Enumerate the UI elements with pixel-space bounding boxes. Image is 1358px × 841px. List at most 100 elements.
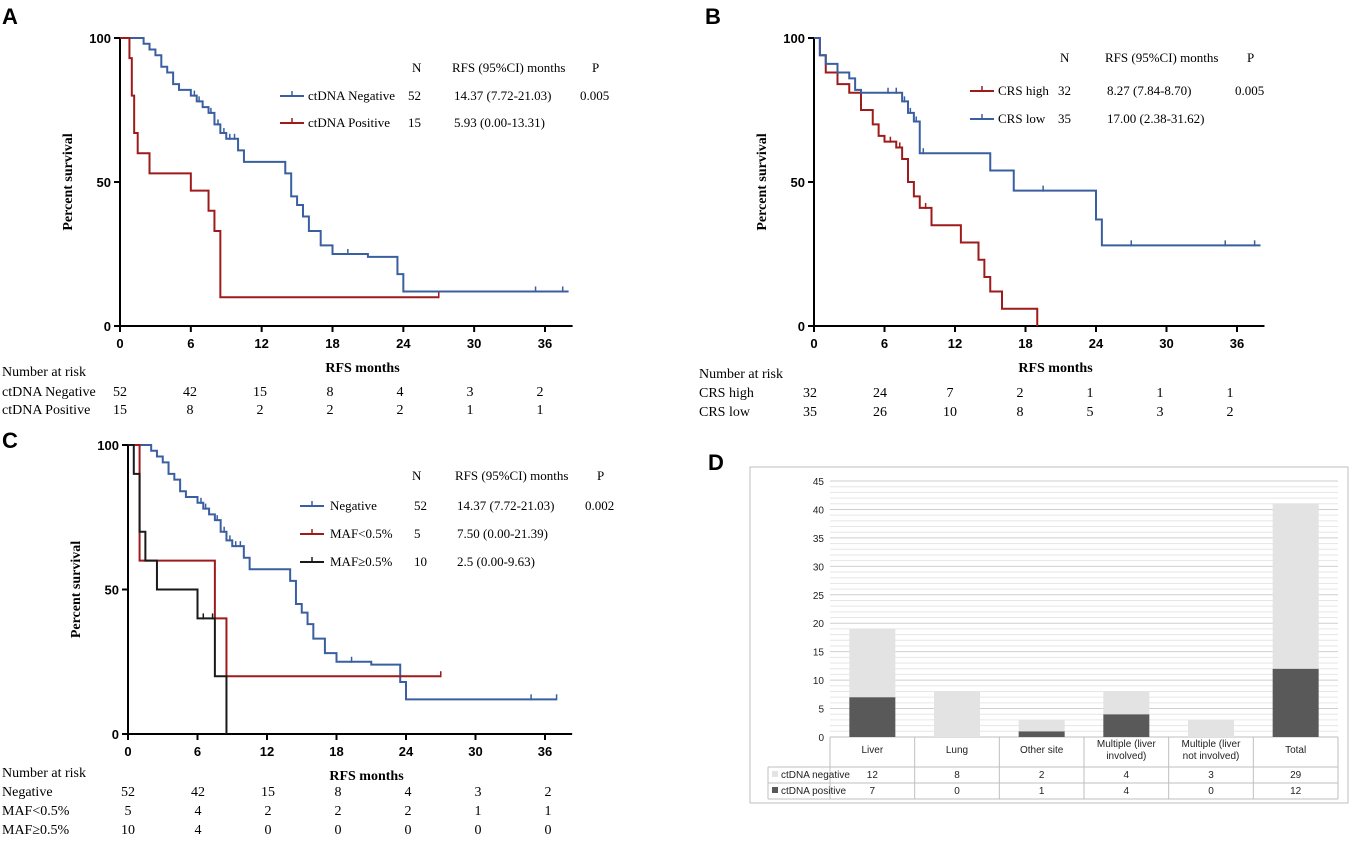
risk-value: 2 xyxy=(537,385,544,400)
legend-n: 52 xyxy=(414,498,427,513)
y-tick-label: 0 xyxy=(798,319,805,334)
legend-header-n: N xyxy=(412,468,422,483)
y-tick-label: 5 xyxy=(818,705,824,716)
category-label: Other site xyxy=(1020,745,1064,756)
risk-value: 0 xyxy=(475,823,482,838)
table-cell: 8 xyxy=(954,770,960,781)
legend-n: 35 xyxy=(1058,111,1071,126)
km-curve-crs-high xyxy=(814,37,1039,326)
risk-value: 26 xyxy=(873,405,887,420)
risk-value: 42 xyxy=(183,385,197,400)
legend-rfs: 2.5 (0.00-9.63) xyxy=(457,554,535,569)
km-curve-crs-low xyxy=(814,37,1261,247)
bar-ctdna-negative-liver xyxy=(849,628,896,698)
risk-value: 0 xyxy=(335,823,342,838)
risk-value: 4 xyxy=(405,785,412,800)
legend-header-n: N xyxy=(412,60,422,75)
risk-value: 24 xyxy=(873,386,887,401)
legend-rfs: 14.37 (7.72-21.03) xyxy=(457,498,555,513)
x-tick-label: 36 xyxy=(538,336,552,351)
risk-value: 15 xyxy=(113,403,127,418)
bar-ctdna-negative-multiple-liver-involved xyxy=(1103,691,1150,715)
risk-value: 1 xyxy=(545,804,552,819)
risk-value: 0 xyxy=(405,823,412,838)
risk-value: 5 xyxy=(1087,405,1094,420)
risk-value: 1 xyxy=(537,403,544,418)
x-tick-label: 0 xyxy=(124,744,131,759)
table-cell: 29 xyxy=(1290,770,1302,781)
risk-value: 2 xyxy=(335,804,342,819)
x-tick-label: 24 xyxy=(399,744,414,759)
legend-rfs: 17.00 (2.38-31.62) xyxy=(1107,111,1205,126)
y-tick-label: 100 xyxy=(783,31,805,46)
legend-p-value: 0.005 xyxy=(580,88,609,103)
risk-value: 7 xyxy=(947,386,954,401)
y-tick-label: 10 xyxy=(813,676,825,687)
legend-header-rfs: RFS (95%CI) months xyxy=(455,468,568,483)
legend-header-n: N xyxy=(1060,50,1070,65)
risk-table-title: Number at risk xyxy=(699,367,783,382)
table-row-label: ctDNA positive xyxy=(781,786,846,797)
legend-n: 32 xyxy=(1058,83,1071,98)
km-curve-maf-0-5 xyxy=(128,444,441,678)
category-label: involved) xyxy=(1106,751,1146,762)
table-cell: 12 xyxy=(867,770,879,781)
table-cell: 4 xyxy=(1124,786,1130,797)
km-curve-ctdna-negative xyxy=(120,37,569,293)
bar-ctdna-positive-other-site xyxy=(1018,731,1065,737)
bar-ctdna-negative-multiple-liver-not-involved xyxy=(1188,719,1234,737)
bar-ctdna-negative-other-site xyxy=(1018,719,1065,732)
legend-header-p: P xyxy=(597,468,604,483)
risk-row-label: MAF≥0.5% xyxy=(2,823,70,838)
risk-table-title: Number at risk xyxy=(2,365,86,380)
y-tick-label: 0 xyxy=(104,319,111,334)
table-cell: 0 xyxy=(954,786,960,797)
panel-letter-c: C xyxy=(2,428,18,453)
legend-name: MAF≥0.5% xyxy=(330,554,393,569)
risk-value: 15 xyxy=(261,785,275,800)
table-cell: 2 xyxy=(1039,770,1045,781)
legend-name: CRS high xyxy=(998,83,1049,98)
y-tick-label: 35 xyxy=(813,534,825,545)
legend-n: 10 xyxy=(414,554,427,569)
legend-name: ctDNA Positive xyxy=(308,115,390,130)
y-tick-label: 30 xyxy=(813,562,825,573)
y-tick-label: 50 xyxy=(97,175,111,190)
risk-value: 4 xyxy=(195,804,202,819)
risk-value: 2 xyxy=(257,403,264,418)
y-axis-title: Percent survival xyxy=(61,133,76,230)
y-tick-label: 15 xyxy=(813,648,825,659)
risk-value: 4 xyxy=(195,823,202,838)
table-cell: 7 xyxy=(870,786,876,797)
legend-name: CRS low xyxy=(998,111,1046,126)
table-legend-swatch xyxy=(772,787,778,793)
y-axis-title: Percent survival xyxy=(755,133,770,230)
x-tick-label: 30 xyxy=(1159,336,1173,351)
y-tick-label: 25 xyxy=(813,591,825,602)
category-label: Liver xyxy=(861,745,883,756)
risk-value: 35 xyxy=(803,405,817,420)
bar-ctdna-positive-multiple-liver-involved xyxy=(1103,714,1150,737)
x-tick-label: 12 xyxy=(254,336,268,351)
x-tick-label: 30 xyxy=(467,336,481,351)
legend-n: 15 xyxy=(408,115,421,130)
x-tick-label: 12 xyxy=(260,744,274,759)
km-curve-negative xyxy=(128,444,557,701)
risk-value: 15 xyxy=(253,385,267,400)
km-curve-maf-0-5 xyxy=(128,444,228,734)
legend-rfs: 8.27 (7.84-8.70) xyxy=(1107,83,1192,98)
risk-value: 3 xyxy=(475,785,482,800)
risk-value: 2 xyxy=(545,785,552,800)
category-label: not involved) xyxy=(1183,751,1240,762)
y-tick-label: 50 xyxy=(791,175,805,190)
legend-n: 5 xyxy=(414,526,421,541)
bar-ctdna-positive-liver xyxy=(849,697,896,737)
risk-value: 0 xyxy=(545,823,552,838)
risk-value: 8 xyxy=(187,403,194,418)
legend-n: 52 xyxy=(408,88,421,103)
risk-row-label: MAF<0.5% xyxy=(2,804,70,819)
risk-value: 1 xyxy=(1157,386,1164,401)
table-cell: 12 xyxy=(1290,786,1302,797)
x-tick-label: 36 xyxy=(1230,336,1244,351)
